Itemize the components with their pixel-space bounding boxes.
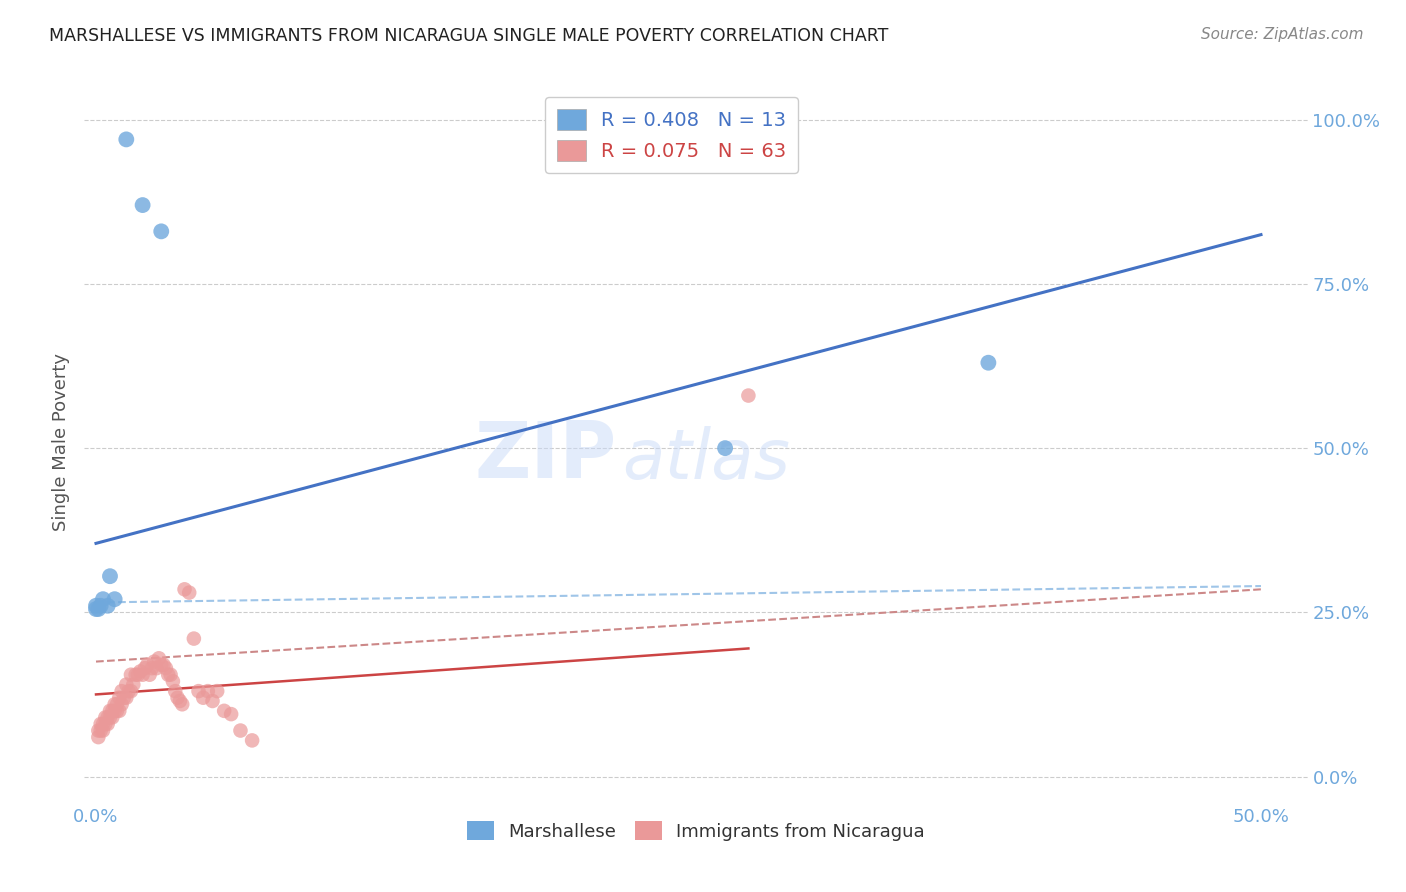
Point [193, 690, 215, 705]
Point [101, 704, 124, 718]
Point [98, 704, 121, 718]
Text: ZIP: ZIP [474, 418, 616, 494]
Point [179, 585, 201, 599]
Point [172, 698, 194, 712]
Point [120, 684, 142, 698]
Point [97, 710, 120, 724]
Point [87, 723, 110, 738]
Point [94, 710, 117, 724]
Point [159, 667, 181, 681]
Point [212, 704, 235, 718]
Point [205, 684, 228, 698]
Point [115, 677, 138, 691]
Point [229, 723, 252, 738]
Point [141, 661, 163, 675]
Point [122, 677, 145, 691]
Point [91, 717, 114, 731]
Legend: Marshallese, Immigrants from Nicaragua: Marshallese, Immigrants from Nicaragua [460, 814, 932, 848]
Point [136, 657, 159, 672]
Point [111, 684, 134, 698]
Point [97, 599, 120, 613]
Point [150, 657, 173, 672]
Point [129, 665, 152, 679]
Point [737, 388, 759, 402]
Point [187, 684, 209, 698]
Point [977, 356, 1000, 370]
Point [173, 582, 195, 597]
Point [87, 602, 110, 616]
Point [104, 704, 127, 718]
Point [124, 667, 146, 681]
Point [90, 717, 112, 731]
Point [143, 655, 166, 669]
Point [84, 599, 107, 613]
Point [84, 602, 107, 616]
Point [240, 733, 263, 747]
Point [90, 723, 112, 738]
Point [127, 667, 149, 681]
Point [162, 674, 184, 689]
Point [714, 441, 737, 455]
Point [90, 599, 112, 613]
Point [101, 710, 124, 724]
Point [108, 704, 131, 718]
Point [91, 723, 114, 738]
Point [219, 707, 242, 722]
Point [157, 667, 180, 681]
Point [87, 730, 110, 744]
Point [138, 667, 160, 681]
Point [183, 632, 205, 646]
Point [108, 690, 131, 705]
Point [97, 717, 120, 731]
Point [115, 132, 138, 146]
Point [111, 698, 134, 712]
Point [197, 684, 219, 698]
Point [104, 592, 127, 607]
Point [131, 667, 153, 681]
Point [94, 717, 117, 731]
Point [145, 661, 167, 675]
Point [117, 684, 139, 698]
Point [169, 694, 191, 708]
Point [115, 690, 138, 705]
Point [148, 651, 170, 665]
Point [91, 592, 114, 607]
Point [105, 704, 128, 718]
Point [152, 657, 174, 672]
Text: Source: ZipAtlas.com: Source: ZipAtlas.com [1201, 27, 1364, 42]
Point [131, 198, 153, 212]
Point [98, 569, 121, 583]
Point [155, 661, 177, 675]
Y-axis label: Single Male Poverty: Single Male Poverty [52, 352, 70, 531]
Point [120, 667, 142, 681]
Point [201, 694, 224, 708]
Point [165, 684, 187, 698]
Point [134, 661, 156, 675]
Point [112, 690, 135, 705]
Point [104, 698, 127, 712]
Text: MARSHALLESE VS IMMIGRANTS FROM NICARAGUA SINGLE MALE POVERTY CORRELATION CHART: MARSHALLESE VS IMMIGRANTS FROM NICARAGUA… [49, 27, 889, 45]
Point [105, 698, 128, 712]
Point [98, 710, 121, 724]
Text: atlas: atlas [623, 426, 790, 493]
Point [150, 224, 173, 238]
Point [166, 690, 188, 705]
